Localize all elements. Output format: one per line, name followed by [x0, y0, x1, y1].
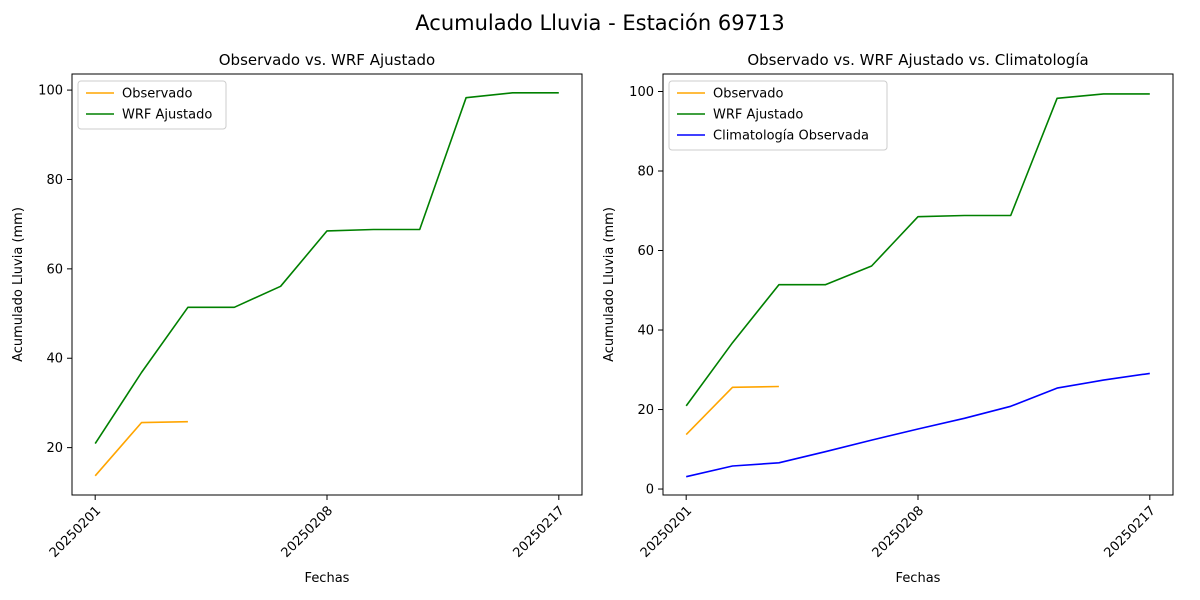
y-tick-label: 40 — [46, 352, 63, 367]
x-axis-title: Fechas — [305, 571, 350, 586]
y-tick-label: 40 — [637, 324, 654, 339]
legend-label: WRF Ajustado — [713, 108, 803, 123]
y-tick-label: 100 — [38, 84, 63, 99]
legend-box — [668, 80, 888, 151]
axes-frame — [71, 73, 583, 496]
series-line-observado — [685, 385, 779, 436]
y-tick-label: 100 — [629, 85, 654, 100]
x-tick-label: 20250201 — [638, 503, 695, 560]
panel-title: Observado vs. WRF Ajustado vs. Climatolo… — [747, 51, 1088, 69]
y-tick-label: 0 — [646, 483, 654, 498]
legend-label: WRF Ajustado — [122, 108, 212, 123]
series-line-wrf-ajustado — [94, 92, 559, 445]
x-tick-label: 20250217 — [1101, 503, 1158, 560]
legend-label: Observado — [122, 87, 193, 102]
x-tick-label: 20250208 — [279, 503, 336, 560]
legend-box — [77, 80, 227, 130]
y-axis-title: Acumulado Lluvia (mm) — [602, 207, 617, 362]
y-tick-label: 20 — [46, 441, 63, 456]
legend-label: Observado — [713, 87, 784, 102]
x-axis-title: Fechas — [896, 571, 941, 586]
legend: Observado WRF Ajustado Climatología Observ… — [668, 80, 888, 151]
legend: Observado WRF Ajustado — [77, 80, 227, 130]
series-line-wrf-ajustado — [685, 93, 1150, 407]
y-axis-title: Acumulado Lluvia (mm) — [11, 207, 26, 362]
series-line-observado — [94, 420, 188, 477]
x-tick-label: 20250208 — [870, 503, 927, 560]
y-tick-label: 80 — [637, 165, 654, 180]
series-line-climatolog-a-observada — [686, 372, 1150, 478]
panel-title: Observado vs. WRF Ajustado — [219, 51, 435, 69]
y-tick-label: 20 — [637, 403, 654, 418]
x-tick-label: 20250201 — [47, 503, 104, 560]
y-tick-label: 60 — [46, 262, 63, 277]
chart-panel-1: Observado vs. WRF Ajustado 20 40 60 80 100 202… — [11, 51, 583, 586]
figure-title: Acumulado Lluvia - Estación 69713 — [415, 11, 784, 35]
y-tick-label: 80 — [46, 173, 63, 188]
x-tick-label: 20250217 — [510, 503, 567, 560]
legend-label: Climatología Observada — [713, 129, 869, 144]
chart-panel-2: Observado vs. WRF Ajustado vs. Climatolo… — [602, 51, 1174, 586]
y-tick-label: 60 — [637, 244, 654, 259]
